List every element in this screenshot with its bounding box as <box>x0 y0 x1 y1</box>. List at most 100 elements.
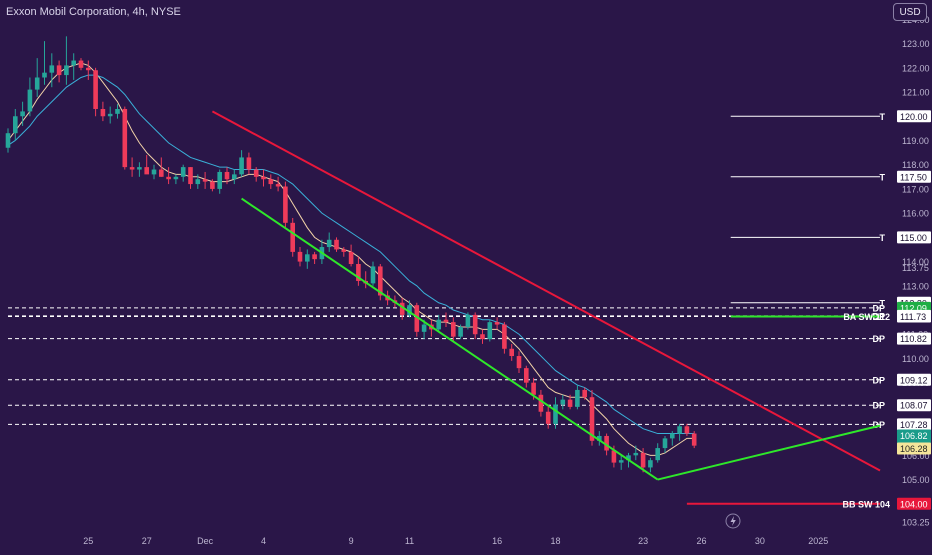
level-price-9: 109.12 <box>900 375 928 385</box>
candle-body-51 <box>378 266 383 296</box>
candle-body-64 <box>472 314 478 335</box>
candle-body-47 <box>348 251 354 264</box>
price-tick-14: 116.00 <box>902 209 929 219</box>
level-price-2: 115.00 <box>900 233 927 243</box>
candle-body-39 <box>290 222 295 252</box>
candle-body-16 <box>122 108 128 168</box>
candle-body-90 <box>662 438 668 449</box>
moving-average-1 <box>7 74 695 435</box>
candle-body-75 <box>553 404 558 424</box>
candle-body-91 <box>670 433 675 439</box>
candle-body-30 <box>224 171 230 180</box>
level-tag-0: T <box>880 112 886 122</box>
candle-body-50 <box>370 266 376 284</box>
level-price-7: 111.73 <box>900 312 926 322</box>
candle-body-72 <box>531 382 536 395</box>
price-axis-background <box>890 0 932 550</box>
time-tick-2: Dec <box>197 536 214 546</box>
candle-body-20 <box>151 169 157 175</box>
axis-badge-3 <box>897 497 931 510</box>
candle-body-71 <box>524 368 529 383</box>
candle-body-5 <box>42 72 47 78</box>
time-tick-0: 25 <box>83 536 93 546</box>
candle-body-26 <box>195 179 201 185</box>
axis-badge-label-3: 104.00 <box>900 499 928 509</box>
candle-body-82 <box>604 435 609 451</box>
lightning-icon[interactable] <box>725 513 741 529</box>
currency-button[interactable]: USD <box>893 3 927 21</box>
candle-body-76 <box>560 399 566 405</box>
axis-badge-2 <box>897 442 931 455</box>
level-tag-1: T <box>880 172 886 182</box>
time-tick-5: 11 <box>405 536 414 546</box>
price-tick-16: 118.00 <box>902 160 929 170</box>
candle-body-61 <box>451 322 456 337</box>
level-tag-9: DP <box>872 375 885 385</box>
candle-body-38 <box>283 186 288 223</box>
trendline-2[interactable] <box>657 424 881 481</box>
candle-body-70 <box>516 356 522 369</box>
level-tag-8: DP <box>872 334 885 344</box>
candle-body-73 <box>538 394 544 412</box>
level-price-1: 117.50 <box>900 172 927 182</box>
candle-body-18 <box>137 167 142 170</box>
candle-body-29 <box>217 171 222 189</box>
candle-body-8 <box>64 65 69 76</box>
level-badge-11 <box>897 418 931 431</box>
level-tag-4: DP <box>872 303 885 313</box>
candle-body-9 <box>71 60 76 66</box>
candle-body-94 <box>691 433 697 446</box>
candle-body-28 <box>210 181 215 189</box>
candle-body-0 <box>5 133 11 148</box>
candle-body-3 <box>27 89 33 112</box>
level-tag-10: DP <box>872 401 885 411</box>
candle-body-37 <box>275 184 281 187</box>
candle-body-60 <box>443 319 449 323</box>
candle-body-56 <box>414 305 420 332</box>
candle-body-46 <box>341 249 347 252</box>
level-price-11: 107.28 <box>900 420 928 430</box>
candle-body-1 <box>13 116 18 134</box>
candle-body-13 <box>100 108 106 117</box>
candle-body-77 <box>567 399 573 407</box>
level-badge-8 <box>897 332 931 345</box>
price-tick-19: 121.00 <box>902 88 930 98</box>
candle-body-84 <box>618 460 624 463</box>
candle-body-65 <box>480 334 485 340</box>
price-tick-7: 110.00 <box>902 354 929 364</box>
candle-body-33 <box>246 157 252 170</box>
price-tick-12: 114.00 <box>902 257 929 267</box>
candle-body-68 <box>502 324 507 349</box>
level-tag-3: T <box>880 298 886 308</box>
candle-body-83 <box>611 450 617 463</box>
time-tick-4: 9 <box>349 536 354 546</box>
time-tick-8: 23 <box>638 536 648 546</box>
candle-body-12 <box>93 70 98 109</box>
candle-body-66 <box>487 322 493 340</box>
candle-body-22 <box>166 176 171 180</box>
candle-body-54 <box>399 302 405 315</box>
candle-body-57 <box>421 324 427 332</box>
candle-body-36 <box>268 179 274 185</box>
price-tick-10: 113.00 <box>902 281 929 291</box>
candle-body-79 <box>582 389 587 398</box>
candle-body-88 <box>648 460 653 468</box>
time-tick-3: 4 <box>261 536 266 546</box>
axis-badge-label-0: 106.82 <box>900 431 928 441</box>
candle-body-31 <box>232 174 237 180</box>
trendline-1[interactable] <box>241 197 659 481</box>
price-tick-21: 123.00 <box>902 39 930 49</box>
candle-body-86 <box>633 452 639 456</box>
candle-body-80 <box>589 397 595 441</box>
candle-body-14 <box>107 113 113 117</box>
candle-body-4 <box>34 77 40 90</box>
candle-body-81 <box>597 435 602 441</box>
trendline-0[interactable] <box>211 110 881 472</box>
candle-body-59 <box>436 319 441 330</box>
price-tick-2: 105.00 <box>902 475 930 485</box>
level-tag-2: T <box>880 233 886 243</box>
chart-title: Exxon Mobil Corporation, 4h, NYSE <box>6 6 181 18</box>
candle-body-10 <box>78 60 84 68</box>
